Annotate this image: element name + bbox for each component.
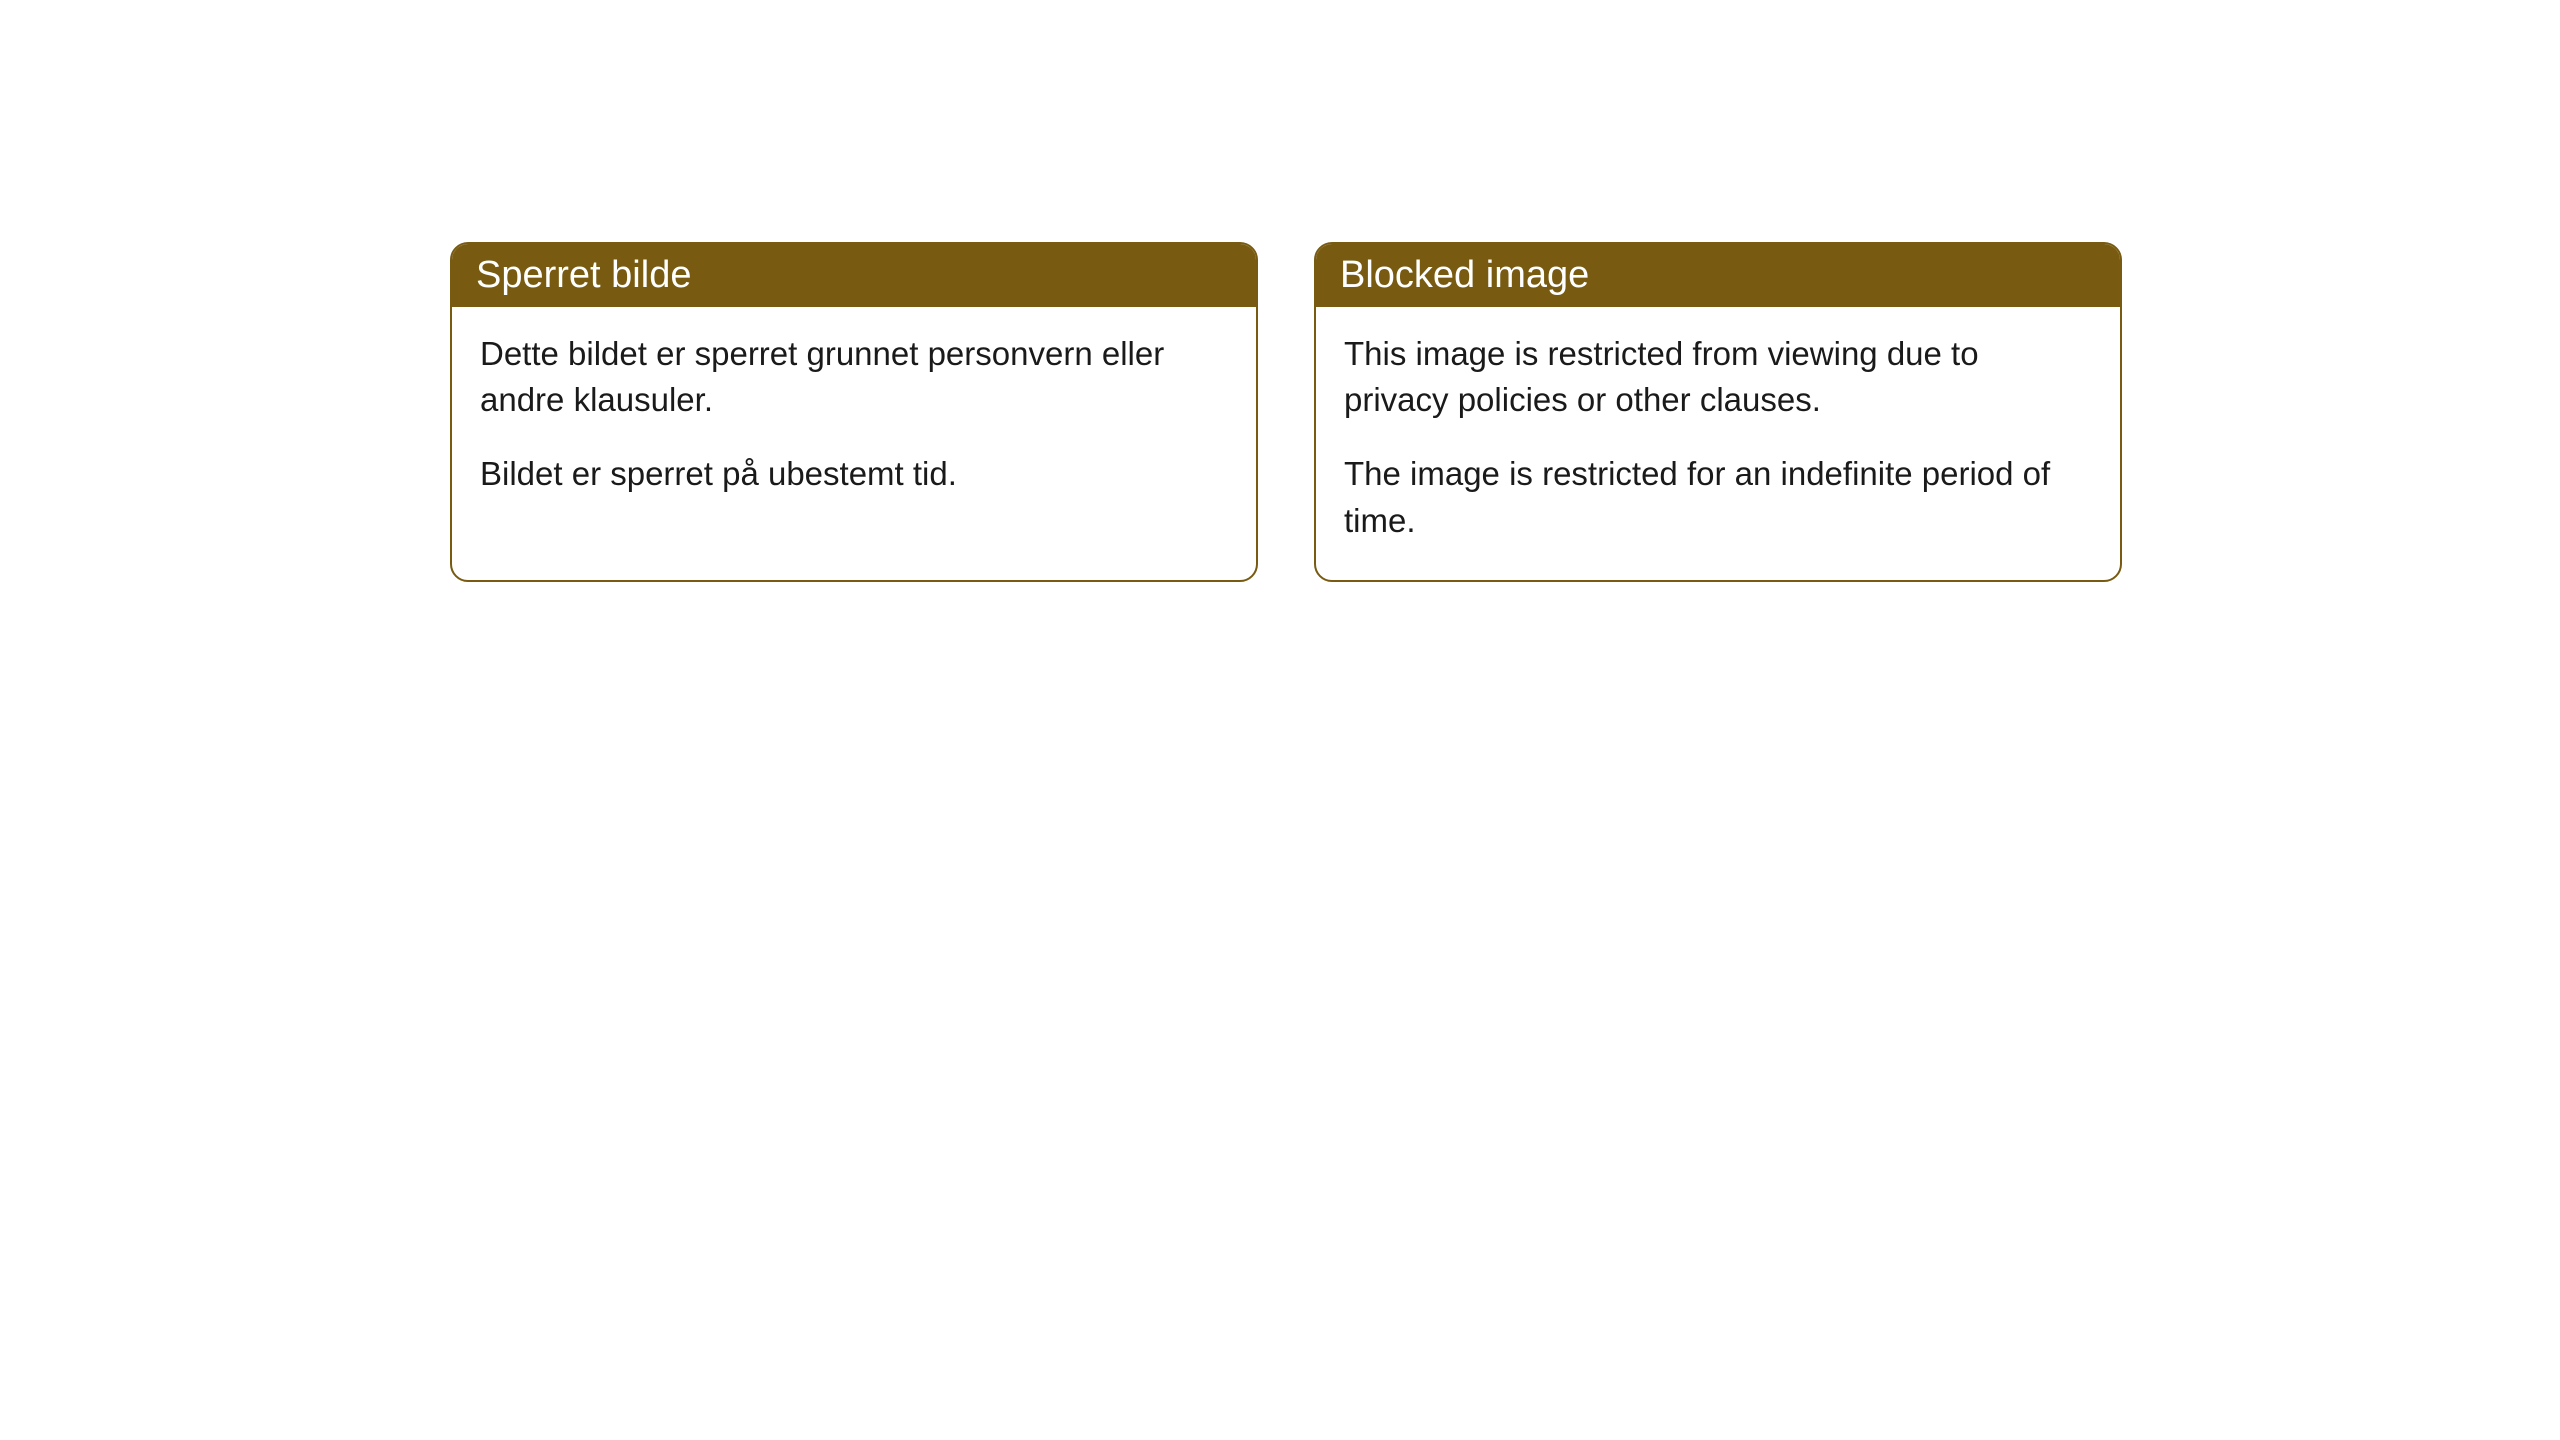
notice-title: Blocked image — [1340, 254, 1589, 296]
notice-paragraph: Dette bildet er sperret grunnet personve… — [480, 331, 1228, 423]
notice-container: Sperret bilde Dette bildet er sperret gr… — [0, 0, 2560, 582]
notice-body-norwegian: Dette bildet er sperret grunnet personve… — [452, 307, 1256, 534]
notice-body-english: This image is restricted from viewing du… — [1316, 307, 2120, 580]
notice-paragraph: The image is restricted for an indefinit… — [1344, 451, 2092, 543]
notice-card-english: Blocked image This image is restricted f… — [1314, 242, 2122, 582]
notice-paragraph: Bildet er sperret på ubestemt tid. — [480, 451, 1228, 497]
notice-title: Sperret bilde — [476, 254, 691, 296]
notice-card-norwegian: Sperret bilde Dette bildet er sperret gr… — [450, 242, 1258, 582]
notice-paragraph: This image is restricted from viewing du… — [1344, 331, 2092, 423]
notice-header-norwegian: Sperret bilde — [452, 244, 1256, 307]
notice-header-english: Blocked image — [1316, 244, 2120, 307]
